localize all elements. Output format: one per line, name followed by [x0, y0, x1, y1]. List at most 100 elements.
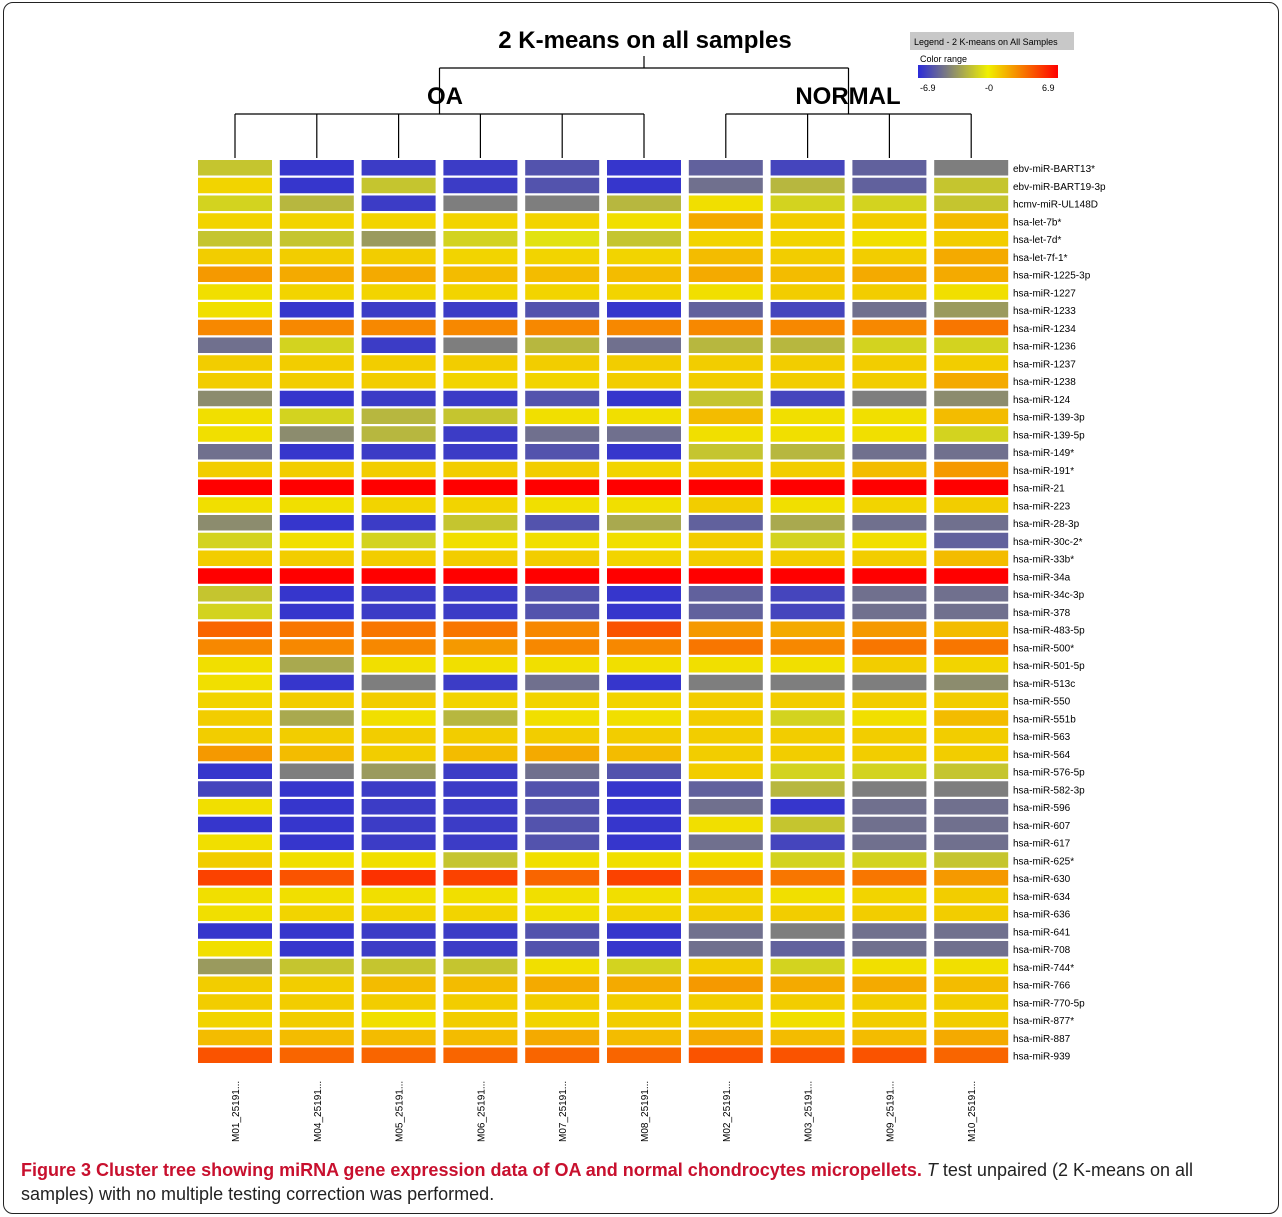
heatmap-cell [198, 550, 272, 566]
heatmap-cell [770, 302, 845, 318]
heatmap-cell [852, 976, 927, 992]
heatmap-cell [852, 763, 927, 779]
heatmap-cell [852, 568, 927, 584]
heatmap-cell [279, 550, 354, 566]
heatmap-cell [770, 177, 845, 194]
heatmap-cell [198, 710, 272, 726]
heatmap-cell [688, 1012, 763, 1028]
caption-italic-letter: T [926, 1160, 938, 1180]
heatmap-cell [198, 621, 272, 637]
dendrogram [234, 56, 972, 158]
heatmap-cell [607, 160, 681, 176]
heatmap-cell [934, 497, 1009, 513]
heatmap-cell [688, 603, 763, 620]
heatmap-cell [525, 834, 600, 850]
heatmap-cell [361, 870, 436, 886]
heatmap-cell [770, 674, 845, 691]
heatmap-cell [279, 213, 354, 229]
heatmap-cell [198, 976, 272, 992]
heatmap-cell [607, 266, 681, 282]
group-label-normal: NORMAL [795, 83, 900, 110]
heatmap-cell [934, 781, 1009, 797]
heatmap-cell [198, 816, 272, 833]
heatmap-cell [279, 248, 354, 265]
heatmap-cell [525, 923, 600, 939]
heatmap-cell [198, 479, 272, 495]
heatmap-cell [198, 160, 272, 176]
row-label: hsa-miR-576-5p [1013, 768, 1085, 779]
heatmap-cell [770, 870, 845, 886]
heatmap-cell [934, 195, 1009, 211]
row-label: hsa-miR-1237 [1013, 359, 1076, 370]
heatmap-cell [852, 355, 927, 371]
heatmap-cell [443, 852, 518, 868]
heatmap-cell [688, 692, 763, 708]
heatmap-cell [607, 1012, 681, 1028]
heatmap-cell [934, 834, 1009, 850]
heatmap-cell [688, 213, 763, 229]
column-label: M05_25191... [395, 1081, 406, 1142]
heatmap-cell [198, 1012, 272, 1028]
heatmap-cell [443, 745, 518, 762]
heatmap-cell [607, 195, 681, 211]
heatmap-cell [443, 586, 518, 602]
heatmap-cell [198, 231, 272, 247]
row-label: hsa-miR-139-3p [1013, 413, 1085, 424]
heatmap-cell [279, 160, 354, 176]
heatmap-cell [934, 994, 1009, 1010]
heatmap-cell [770, 479, 845, 495]
row-label: hsa-miR-636 [1013, 910, 1071, 921]
heatmap-cell [443, 195, 518, 211]
heatmap-cell [198, 390, 272, 407]
heatmap-cell [198, 248, 272, 265]
heatmap-cell [852, 1012, 927, 1028]
heatmap-cell [525, 816, 600, 833]
heatmap-cell [852, 195, 927, 211]
heatmap-cell [443, 816, 518, 833]
heatmap-cell [443, 870, 518, 886]
heatmap-cell [443, 426, 518, 442]
column-label: M09_25191... [885, 1081, 896, 1142]
heatmap-cell [361, 284, 436, 300]
heatmap-cell [852, 213, 927, 229]
heatmap-cell [852, 550, 927, 566]
heatmap-cell [361, 568, 436, 584]
heatmap-cell [361, 461, 436, 478]
heatmap-cell [361, 266, 436, 282]
heatmap-cell [443, 355, 518, 371]
row-label: hsa-miR-33b* [1013, 555, 1074, 566]
heatmap-cell [443, 781, 518, 797]
heatmap-cell [443, 923, 518, 939]
heatmap-cell [770, 799, 845, 815]
heatmap-cell [607, 248, 681, 265]
heatmap-cell [607, 568, 681, 584]
heatmap-cell [688, 1047, 763, 1063]
heatmap-cell [934, 941, 1009, 957]
heatmap-cell [361, 550, 436, 566]
heatmap-cell [361, 355, 436, 371]
heatmap-cell [770, 905, 845, 921]
heatmap-cell [279, 479, 354, 495]
heatmap-cell [688, 586, 763, 602]
heatmap-cell [607, 905, 681, 921]
heatmap-cell [361, 337, 436, 353]
heatmap-cell [852, 994, 927, 1010]
heatmap-cell [525, 994, 600, 1010]
heatmap-cell [770, 1029, 845, 1046]
heatmap-cell [525, 213, 600, 229]
heatmap-cell [361, 852, 436, 868]
heatmap-cell [934, 657, 1009, 673]
heatmap-cell [607, 870, 681, 886]
heatmap-cell [361, 231, 436, 247]
heatmap-cell [525, 284, 600, 300]
heatmap-cell [361, 444, 436, 460]
heatmap-cell [688, 852, 763, 868]
heatmap-cell [361, 834, 436, 850]
heatmap-cell [525, 373, 600, 389]
heatmap-cell [934, 710, 1009, 726]
heatmap-cell [607, 355, 681, 371]
heatmap-cell [934, 355, 1009, 371]
heatmap-cell [443, 834, 518, 850]
row-label: hsa-miR-21 [1013, 484, 1065, 495]
heatmap-cell [198, 763, 272, 779]
